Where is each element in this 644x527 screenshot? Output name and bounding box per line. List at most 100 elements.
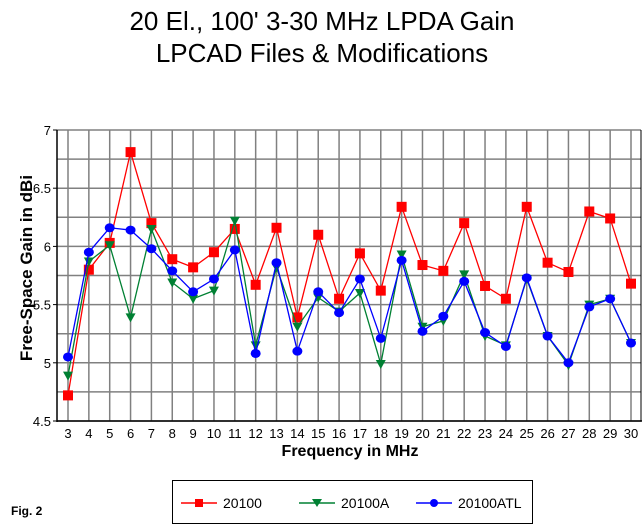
data-point-20100a [63, 371, 73, 381]
data-point-20100atl [500, 342, 511, 352]
chart-title: 20 El., 100' 3-30 MHz LPDA Gain [129, 6, 515, 36]
data-point-20100 [292, 312, 303, 323]
data-point-20100 [229, 223, 240, 234]
data-point-20100 [459, 218, 470, 229]
data-point-20100atl [459, 276, 470, 286]
chart-subtitle: LPCAD Files & Modifications [155, 38, 489, 68]
data-point-20100a [146, 224, 157, 234]
data-point-20100 [480, 280, 491, 291]
legend-item-20100: 20100 [181, 495, 262, 511]
data-point-20100atl [605, 294, 616, 304]
x-tick-label: 21 [436, 426, 450, 441]
data-point-20100atl [354, 274, 365, 284]
legend-marker-square-icon [181, 499, 217, 507]
data-point-20100 [563, 267, 574, 278]
data-point-20100atl [188, 287, 199, 297]
data-point-20100 [626, 278, 636, 289]
legend-item-20100atl: 20100ATL [416, 495, 522, 511]
data-point-20100a [83, 257, 94, 267]
data-point-20100atl [229, 245, 240, 255]
data-point-20100atl [125, 225, 136, 235]
x-tick-label: 20 [415, 426, 429, 441]
data-point-20100atl [292, 346, 303, 356]
x-tick-label: 15 [311, 426, 325, 441]
y-tick-label: 4.5 [33, 414, 51, 429]
x-tick-label: 3 [64, 426, 71, 441]
x-tick-label: 14 [290, 426, 304, 441]
data-point-20100atl [521, 273, 532, 283]
series-line-20100 [67, 149, 632, 396]
data-point-20100atl [563, 358, 574, 368]
data-point-20100 [313, 229, 324, 240]
data-point-20100atl [626, 338, 636, 348]
data-point-20100atl [146, 244, 157, 254]
x-tick-label: 17 [353, 426, 367, 441]
data-point-20100 [146, 218, 157, 229]
legend-marker-circle-icon [416, 499, 452, 507]
legend: 20100 20100A 20100ATL [172, 480, 533, 524]
data-point-20100 [334, 293, 345, 304]
data-point-20100 [125, 147, 136, 158]
data-point-20100atl [438, 311, 449, 321]
x-tick-label: 7 [148, 426, 155, 441]
x-tick-label: 18 [374, 426, 388, 441]
data-point-20100 [542, 257, 553, 268]
x-tick-label: 6 [127, 426, 134, 441]
legend-label: 20100A [341, 495, 390, 511]
data-point-20100a [292, 322, 303, 332]
data-point-20100atl [250, 348, 261, 358]
data-point-20100 [375, 285, 386, 296]
data-point-20100atl [83, 247, 94, 257]
data-point-20100atl [375, 333, 386, 343]
x-tick-label: 16 [332, 426, 346, 441]
data-point-20100atl [396, 255, 407, 265]
x-tick-label: 28 [582, 426, 596, 441]
x-tick-label: 25 [520, 426, 534, 441]
data-point-20100a [229, 216, 240, 226]
data-point-20100 [438, 265, 449, 276]
x-tick-label: 4 [85, 426, 92, 441]
data-point-20100a [125, 313, 136, 323]
data-point-20100a [459, 270, 470, 280]
data-point-20100atl [271, 258, 282, 268]
data-point-20100a [167, 278, 178, 288]
data-point-20100atl [208, 274, 219, 284]
data-point-20100 [605, 213, 616, 224]
data-point-20100 [500, 293, 511, 304]
data-point-20100 [63, 390, 73, 401]
data-point-20100atl [417, 326, 428, 336]
x-tick-label: 8 [169, 426, 176, 441]
data-point-20100 [354, 248, 365, 259]
figure-label: Fig. 2 [11, 504, 43, 518]
data-point-20100a [375, 359, 386, 369]
y-tick-label: 7 [44, 123, 51, 138]
data-point-20100 [521, 201, 532, 212]
data-point-20100a [396, 250, 407, 260]
data-point-20100 [271, 222, 282, 233]
data-point-20100a [188, 294, 199, 304]
x-tick-label: 12 [248, 426, 262, 441]
data-point-20100atl [63, 352, 73, 362]
legend-marker-triangle-icon [299, 499, 335, 507]
data-point-20100 [396, 201, 407, 212]
data-point-20100atl [313, 287, 324, 297]
data-point-20100 [584, 206, 595, 217]
x-tick-label: 5 [106, 426, 113, 441]
data-point-20100atl [542, 331, 553, 341]
legend-item-20100a: 20100A [299, 495, 389, 511]
data-point-20100a [313, 293, 324, 303]
y-tick-label: 5 [44, 356, 51, 371]
x-tick-label: 10 [207, 426, 221, 441]
data-point-20100 [188, 262, 199, 273]
x-tick-label: 29 [603, 426, 617, 441]
y-tick-label: 6 [44, 239, 51, 254]
data-point-20100atl [167, 266, 178, 276]
y-tick-label: 6.5 [33, 181, 51, 196]
data-point-20100a [354, 288, 365, 298]
data-point-20100 [208, 247, 219, 258]
data-point-20100 [250, 279, 261, 290]
y-axis-label: Free-Space Gain in dBi [17, 174, 36, 362]
x-tick-label: 23 [478, 426, 492, 441]
x-tick-label: 9 [189, 426, 196, 441]
